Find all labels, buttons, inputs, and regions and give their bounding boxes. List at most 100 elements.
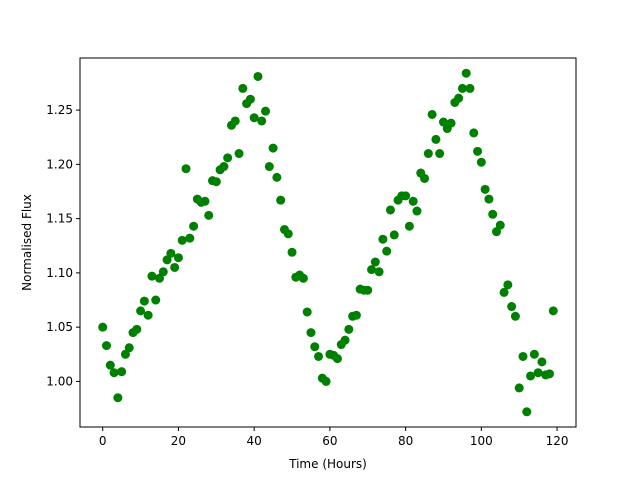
data-point [245,94,255,104]
data-point [454,93,464,103]
data-point [132,324,142,334]
data-point [230,116,240,126]
data-point [503,280,513,290]
data-point [370,257,380,267]
y-tick-label: 1.20 [46,157,73,171]
data-point [420,173,430,183]
data-point [537,357,547,367]
data-point [181,164,191,174]
data-point [276,195,286,205]
data-point [113,393,123,403]
data-point [98,322,108,332]
data-point [495,220,505,230]
data-point [151,295,161,305]
data-point [389,230,399,240]
data-point [283,229,293,239]
y-tick-label: 1.25 [46,103,73,117]
data-point [363,285,373,295]
data-point [264,162,274,172]
data-point [120,349,130,359]
data-point [476,157,486,167]
data-point [340,335,350,345]
y-axis-ticks: 1.00 1.05 1.10 1.15 1.20 1.25 [46,103,80,388]
data-point [155,273,165,283]
data-point [367,265,377,275]
data-point [302,307,312,317]
data-point [431,134,441,144]
x-tick-label: 80 [398,434,413,448]
data-point [507,302,517,312]
data-point [518,351,528,361]
data-point [143,310,153,320]
data-point [136,306,146,316]
data-point [491,227,501,237]
data-point [162,255,172,265]
data-point [488,209,498,219]
y-axis-label: Normalised Flux [20,194,34,291]
data-point [514,383,524,393]
data-point [109,368,119,378]
data-point [200,196,210,206]
data-point [177,235,187,245]
data-point [105,360,115,370]
data-point [261,106,271,116]
data-point [385,205,395,215]
data-point [249,113,259,123]
data-point [314,351,324,361]
data-point [533,368,543,378]
data-point [412,206,422,216]
data-point [257,116,267,126]
data-point [378,234,388,244]
data-point [102,341,111,351]
data-point [272,172,282,182]
data-point [173,253,183,263]
x-tick-label: 120 [546,434,569,448]
data-point [522,407,532,417]
data-point [124,343,134,353]
data-point [147,271,157,281]
data-point [382,246,392,256]
data-point [510,311,520,321]
data-point [332,354,342,364]
data-point [158,267,168,277]
data-point [526,371,536,381]
y-tick-label: 1.10 [46,266,73,280]
data-point [401,191,411,201]
data-point [268,143,278,153]
data-point [404,221,414,231]
data-point [306,328,316,338]
y-tick-label: 1.15 [46,212,73,226]
data-point [446,118,456,128]
data-point [310,342,320,352]
data-point [461,68,471,78]
data-point [435,149,445,159]
data-point [219,162,229,172]
data-point [287,247,297,257]
data-point [117,367,127,377]
data-point [253,71,263,81]
data-point [423,149,433,159]
x-tick-label: 100 [470,434,493,448]
data-points [98,68,558,417]
data-point [238,83,248,93]
data-point [545,369,554,379]
data-point [204,210,214,220]
data-point [351,310,361,320]
data-point [234,149,244,159]
data-point [548,306,558,316]
data-point [170,262,180,272]
data-point [344,324,354,334]
x-tick-label: 40 [247,434,262,448]
data-point [480,184,490,194]
y-tick-label: 1.05 [46,320,73,334]
y-tick-label: 1.00 [46,374,73,388]
plot-frame [79,57,577,428]
data-point [408,196,418,206]
data-point [473,146,483,156]
x-tick-label: 20 [171,434,186,448]
data-point [211,177,221,187]
data-point [427,109,437,119]
x-axis-label: Time (Hours) [288,457,367,471]
data-point [465,83,475,93]
